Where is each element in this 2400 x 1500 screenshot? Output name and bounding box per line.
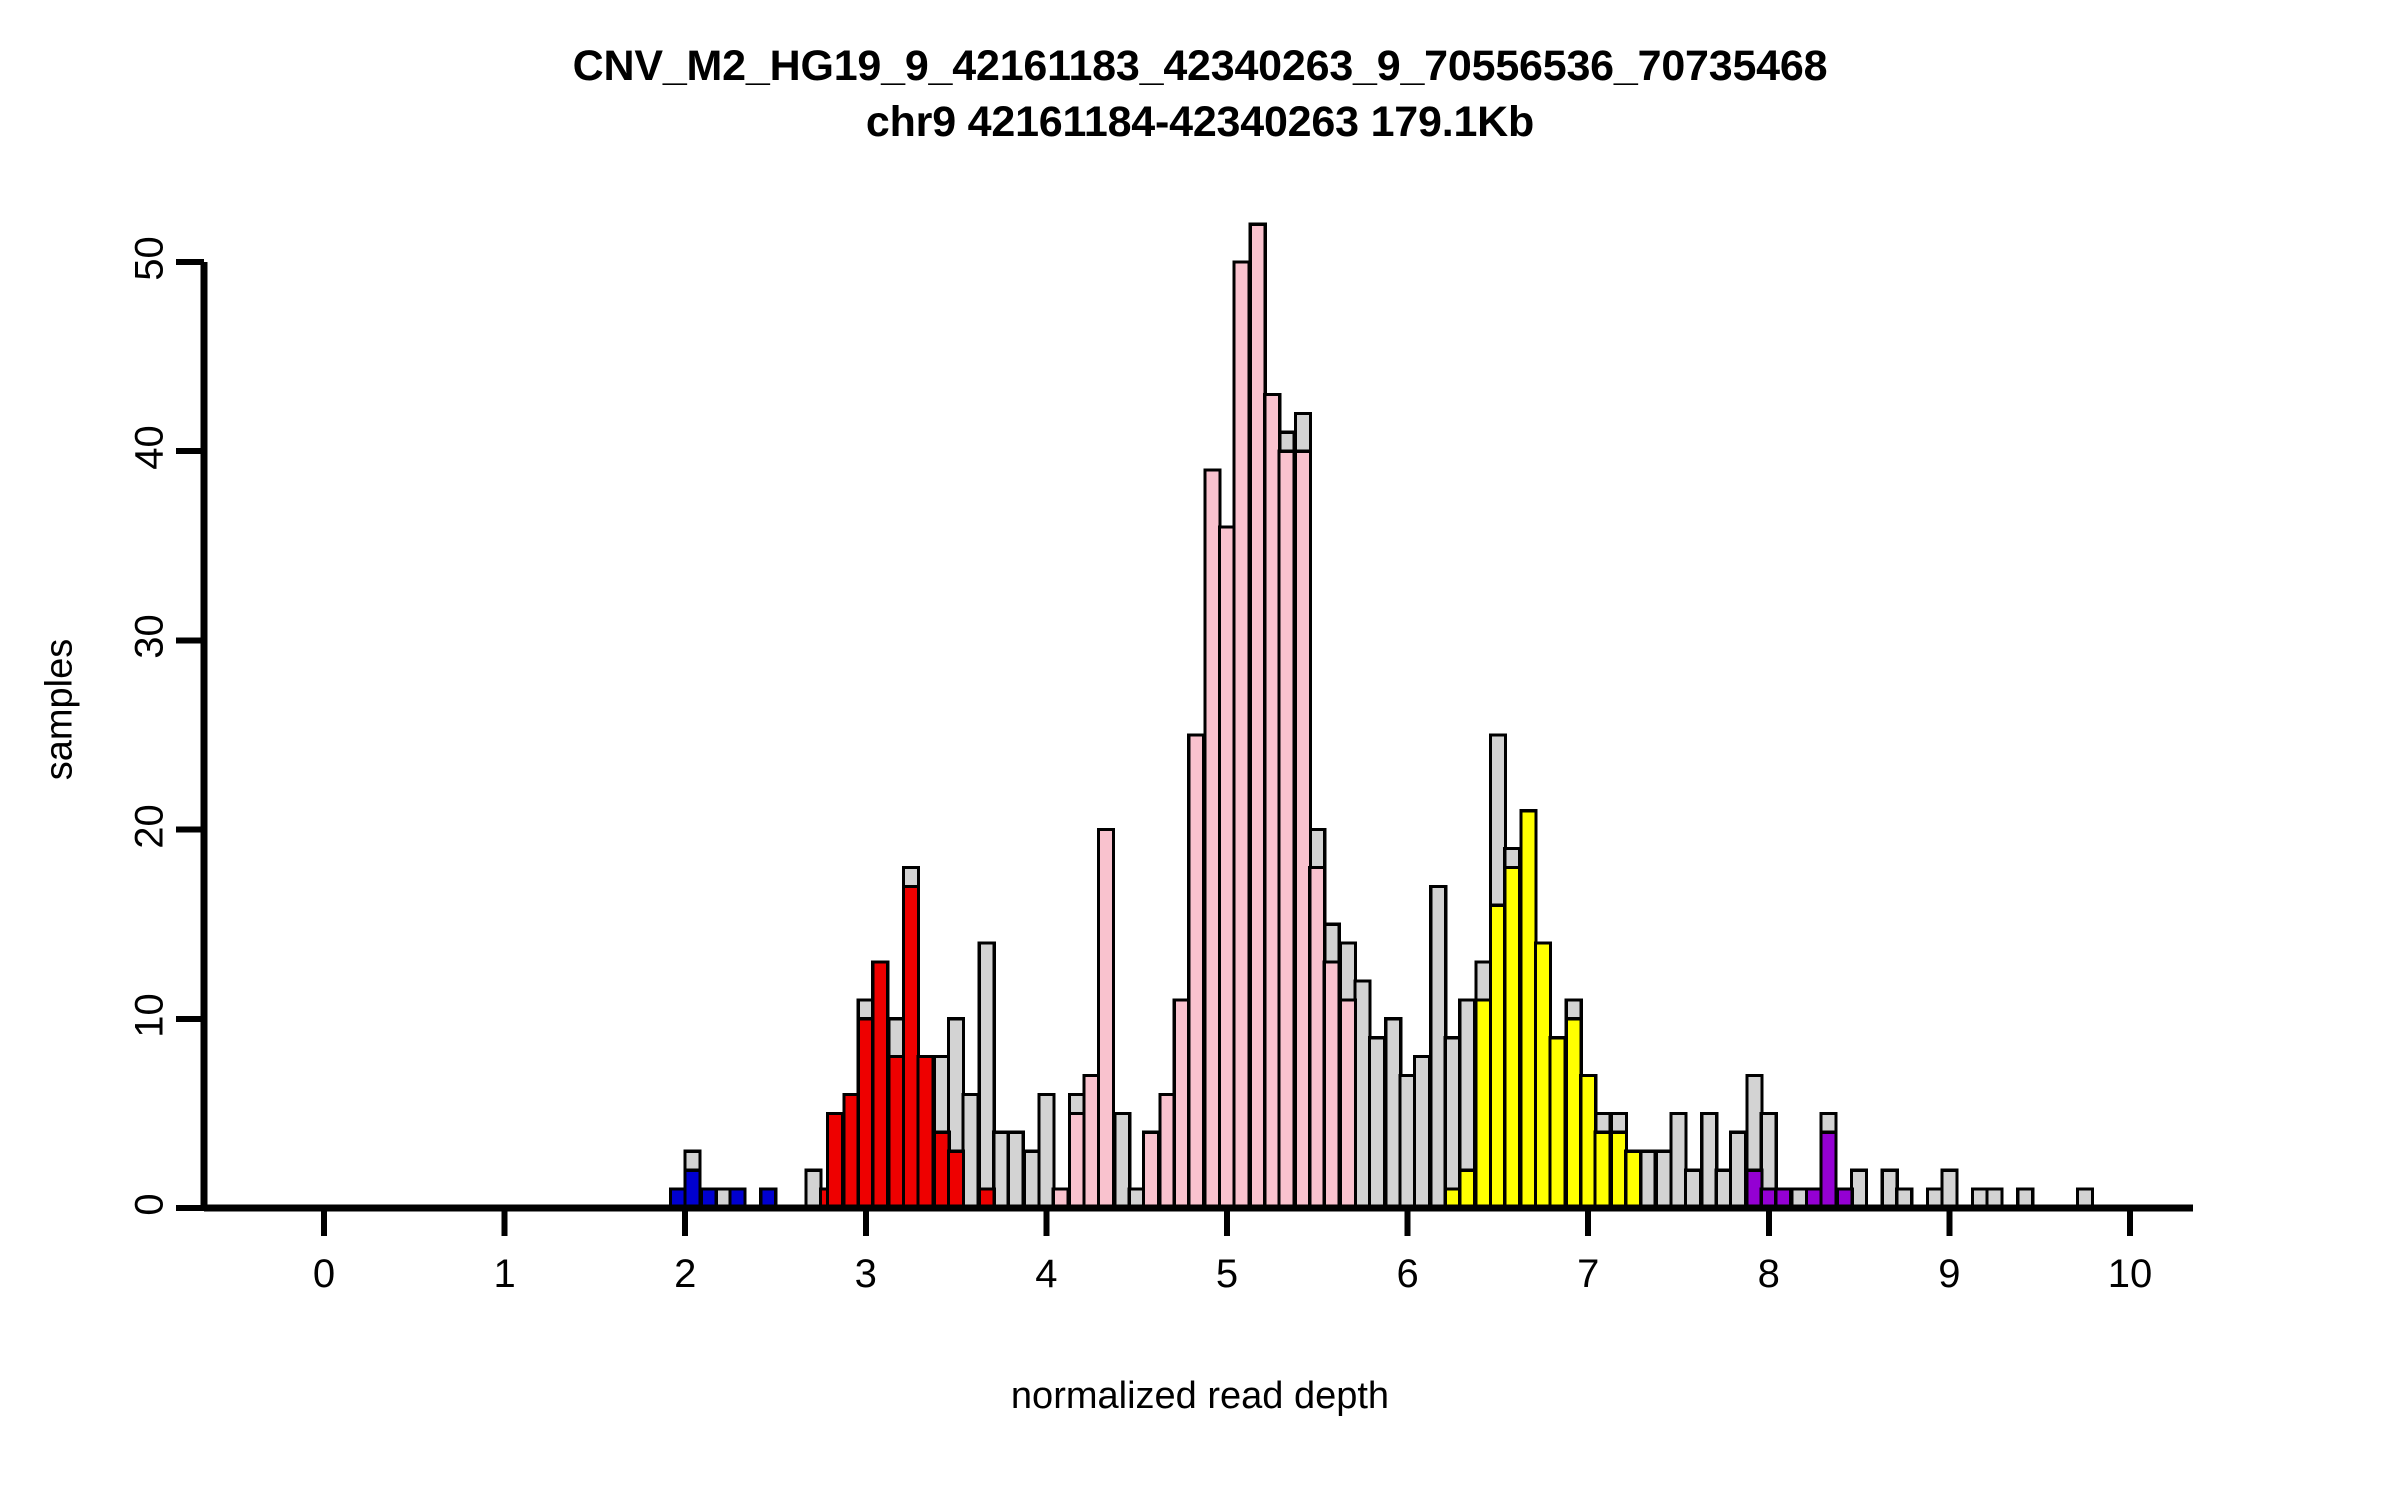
histogram-bar-colored (1308, 865, 1327, 1210)
x-tick-label: 5 (1215, 1252, 1239, 1296)
histogram-bar-total (1940, 1168, 1959, 1210)
histogram-bar-total (1728, 1130, 1748, 1210)
histogram-bar-total (1880, 1168, 1899, 1210)
histogram-bar-colored (1096, 827, 1116, 1210)
histogram-bar-colored (932, 1130, 951, 1210)
histogram-bar-total (1849, 1168, 1869, 1210)
chart-title-line1: CNV_M2_HG19_9_42161183_42340263_9_705565… (572, 42, 1828, 90)
histogram-bar-colored (1503, 865, 1522, 1210)
histogram-bar-colored (1263, 392, 1282, 1210)
histogram-bar-colored (1082, 1073, 1101, 1210)
histogram-bar-colored (1533, 941, 1553, 1210)
x-tick-label: 10 (2107, 1252, 2153, 1296)
histogram-bar-total (1384, 1017, 1403, 1210)
histogram-bar-colored (1564, 1017, 1583, 1210)
histogram-bar-total (1683, 1168, 1703, 1210)
histogram-bar-colored (1579, 1073, 1598, 1210)
histogram-bar-total (1714, 1168, 1733, 1210)
y-tick-label: 10 (127, 993, 172, 1038)
histogram-bar-total (1638, 1149, 1657, 1210)
histogram-bar-total (1429, 884, 1448, 1210)
histogram-bar-colored (871, 960, 890, 1210)
histogram-bar-colored (1277, 449, 1296, 1210)
histogram-bar-colored (1624, 1149, 1643, 1210)
histogram-bar-colored (842, 1092, 861, 1210)
histogram-bar-total (1443, 1036, 1462, 1210)
x-tick-label: 1 (493, 1252, 516, 1296)
histogram-bar-colored (946, 1149, 966, 1210)
y-tick-label: 50 (127, 236, 172, 281)
histogram-bar-colored (1203, 468, 1222, 1210)
x-tick-label: 2 (674, 1252, 697, 1296)
histogram-bar-colored (1232, 260, 1251, 1210)
histogram-bar-colored (1217, 525, 1237, 1210)
x-tick-label: 9 (1938, 1252, 1961, 1296)
histogram-bar-colored (901, 884, 921, 1210)
histogram-bar-total (1113, 1111, 1132, 1210)
axis-layer (176, 259, 2194, 1236)
histogram-bar-colored (1745, 1168, 1764, 1210)
histogram-bar-colored (1609, 1130, 1629, 1210)
y-tick-label: 30 (127, 614, 172, 660)
histogram-bar-total (961, 1092, 980, 1210)
x-axis-label: normalized read depth (1010, 1375, 1390, 1417)
x-tick-label: 7 (1577, 1252, 1600, 1296)
histogram-bar-colored (1548, 1036, 1567, 1210)
histogram-bar-colored (1322, 960, 1341, 1210)
histogram-bar-colored (1187, 733, 1206, 1210)
histogram-bar-colored (856, 1017, 875, 1210)
histogram-bar-colored (825, 1111, 845, 1210)
histogram-bar-total (1022, 1149, 1042, 1210)
histogram-bar-colored (1248, 222, 1267, 1210)
x-tick-label: 8 (1757, 1252, 1780, 1296)
y-tick-label: 20 (127, 803, 172, 849)
histogram-bar-total (1006, 1130, 1025, 1210)
histogram-bar-colored (1593, 1130, 1612, 1210)
x-tick-label: 6 (1396, 1252, 1419, 1296)
histogram-bar-total (1367, 1036, 1386, 1210)
histogram-bar-total (1654, 1149, 1674, 1210)
x-tick-label: 3 (854, 1252, 877, 1296)
histogram-bar-colored (1338, 998, 1358, 1210)
histogram-bar-total (1353, 979, 1372, 1210)
y-tick-label: 40 (127, 425, 172, 470)
histogram-bar-colored (1172, 998, 1191, 1210)
histogram-bar-colored (1068, 1111, 1087, 1210)
histogram-bar-colored (1519, 809, 1538, 1210)
y-tick-label: 0 (127, 1193, 172, 1216)
histogram-bar-total (1037, 1092, 1056, 1210)
histogram-bar-colored (1474, 998, 1493, 1210)
histogram-bar-colored (887, 1055, 906, 1210)
histogram-bar-colored (916, 1055, 935, 1210)
histogram-bar-colored (1293, 449, 1312, 1210)
x-tick-label: 0 (312, 1252, 336, 1296)
histogram-bar-total (992, 1130, 1011, 1210)
histogram-bar-colored (1158, 1092, 1177, 1210)
histogram-bar-total (1398, 1073, 1417, 1210)
chart-title: CNV_M2_HG19_9_42161183_42340263_9_705565… (0, 38, 2400, 150)
histogram-bar-total (1700, 1111, 1719, 1210)
histogram-bar-total (1412, 1055, 1432, 1210)
histogram-bar-colored (683, 1168, 702, 1210)
histogram-bar-total (977, 941, 996, 1210)
histogram-bar-total (804, 1168, 823, 1210)
x-tick-label: 4 (1035, 1252, 1058, 1296)
histogram-bar-colored (1819, 1130, 1838, 1210)
y-axis-label: samples (38, 638, 81, 781)
bars-layer (668, 222, 2094, 1210)
histogram-bar-total (1669, 1111, 1688, 1210)
histogram-bar-colored (1458, 1168, 1477, 1210)
histogram-bar-colored (1488, 903, 1508, 1210)
histogram-bar-colored (1142, 1130, 1161, 1210)
chart-title-line2: chr9 42161184-42340263 179.1Kb (865, 98, 1535, 146)
